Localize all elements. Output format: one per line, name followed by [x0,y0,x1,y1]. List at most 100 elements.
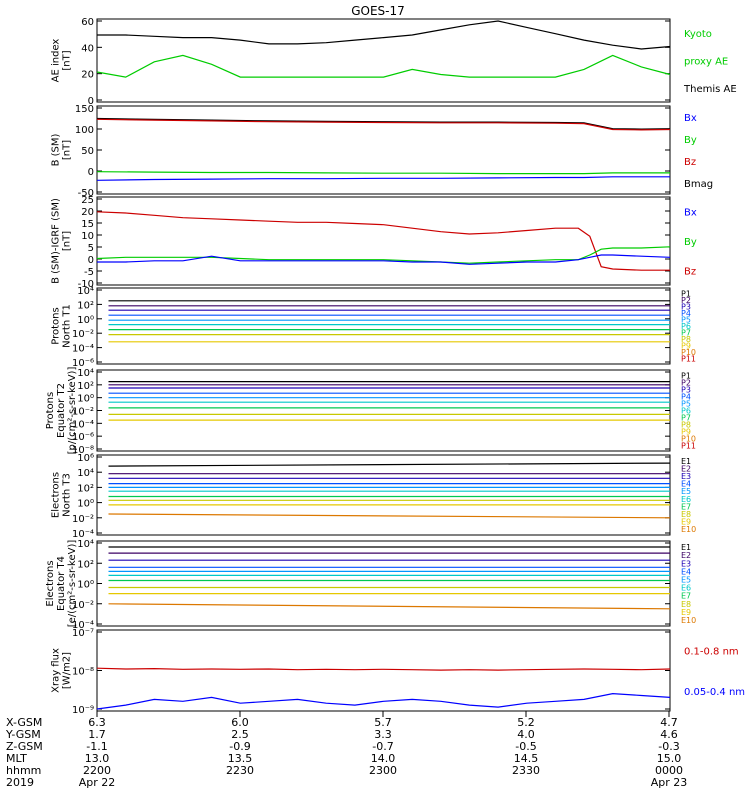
y-axis-label: Protons [51,307,62,344]
legend-label: P2 [681,379,691,388]
legend-label: Bx [684,113,697,124]
panel-ae: 60 40 20 0 AE index [nT] Kyoto proxy AE Themis A… [51,17,737,107]
y-axis-label: Protons [45,392,56,429]
y-tick-label: 40 [81,43,94,54]
series-group-ae [96,20,671,78]
legend-label: E3 [681,559,691,568]
y-tick-label: 10² [77,300,94,311]
legend-label: P7 [681,329,691,338]
legend-label: P9 [681,342,691,351]
y-tick-label: 100 [75,125,94,136]
series-line [96,118,671,131]
series-line [96,211,670,271]
y-axis-label: Xray flux [51,648,62,693]
y-tick-label: -10 [78,279,94,290]
y-axis-label: [nT] [62,50,73,70]
y-tick-label: 60 [81,17,94,28]
x-tick-label: -0.3 [658,740,679,753]
panel-frame [96,540,671,627]
series-line [96,176,670,181]
y-tick-label: 10⁻² [72,514,94,525]
legend-label: P10 [681,435,696,444]
y-tick-label: 20 [81,207,94,218]
series-group-bigrf [96,211,671,271]
legend-label: E6 [681,495,691,504]
legend-label: E3 [681,472,691,481]
legend-label: E1 [681,543,691,552]
series-line [97,20,671,50]
series-line [96,117,671,130]
legend-label: 0.05-0.4 nm [684,687,745,698]
legend-label: P2 [681,296,691,305]
legend-label: E4 [681,567,691,576]
y-tick-label: 10² [77,559,94,570]
panel-peq: 10⁴ 10² 10⁰ 10⁻²10⁻⁴ 10⁻⁶ 10⁻⁸ Protons Equator … [45,367,696,456]
y-axis-label: [nT] [62,231,73,251]
panel-frame [96,454,671,536]
y-tick-label: -5 [84,267,94,278]
y-tick-label: 10⁻⁶ [72,358,94,369]
x-tick-label: 2330 [512,764,540,777]
legend-label: P5 [681,315,691,324]
x-tick-label: Apr 22 [79,776,116,789]
y-tick-label: 10² [77,483,94,494]
series-group-enorth [108,462,671,519]
y-tick-label: 10⁰ [77,315,94,326]
legend-label: E10 [681,616,696,625]
x-tick-label: 14.5 [514,752,539,765]
y-axis-label: North T3 [62,473,73,517]
legend-label: Bz [684,266,696,277]
y-tick-label: 10⁻⁴ [72,529,94,540]
y-tick-label: 10⁴ [77,539,94,550]
x-tick-label: -1.1 [86,740,107,753]
legend-label: Bx [684,208,697,219]
y-tick-label: 10⁻⁹ [72,705,94,716]
legend-label: E7 [681,502,691,511]
y-axis-label: Equator T4 [56,556,67,611]
y-tick-label: 10⁻⁴ [72,344,94,355]
series-group-eeq [108,546,671,610]
x-tick-label: 2230 [226,764,254,777]
legend-label: P11 [681,442,696,451]
x-tick-label: 3.3 [374,728,392,741]
x-row-label: X-GSM [6,716,42,729]
y-tick-label: 5 [88,243,94,254]
panel-pnorth: 10⁴ 10² 10⁰ 10⁻² 10⁻⁴ 10⁻⁶ Protons North T1 P1P2… [51,286,697,369]
legend-label: P10 [681,348,696,357]
legend-label: E7 [681,592,691,601]
y-axis-label: Equator T2 [56,383,67,438]
y-tick-label: 10⁴ [77,468,94,479]
x-tick-label: 4.6 [660,728,678,741]
legend-label: E5 [681,575,691,584]
y-tick-label: 10⁻⁸ [72,445,94,456]
y-tick-label: 10⁻⁶ [72,432,94,443]
y-axis-label: B (SM)-IGRF (SM) [51,198,62,284]
x-tick-label: 2200 [83,764,111,777]
legend-label: Bmag [684,179,713,190]
panel-frame [96,287,671,365]
x-row-label: MLT [6,752,27,765]
series-line [97,254,671,265]
x-tick-label: 1.7 [88,728,106,741]
x-tick-label: Apr 23 [651,776,688,789]
series-group-b [96,117,671,181]
y-axis-label: [W/m2] [62,652,73,689]
y-axis-label: North T1 [62,304,73,348]
y-tick-label: 10⁻⁴ [72,419,94,430]
y-tick-label: 10⁰ [77,499,94,510]
y-tick-label: 150 [75,104,94,115]
legend-label: P1 [681,372,691,381]
legend-label: P9 [681,428,691,437]
legend-label: P3 [681,302,691,311]
legend-label: P6 [681,407,691,416]
panel-eeq: 10⁴ 10² 10⁰ 10⁻² 10⁻⁴ Electrons Equator T4 [e/(… [45,539,696,631]
x-tick-label: 4.0 [517,728,535,741]
legend-label: proxy AE [684,57,728,68]
x-row-label: Z-GSM [6,740,43,753]
series-line [96,667,671,671]
panel-frame [96,196,671,286]
